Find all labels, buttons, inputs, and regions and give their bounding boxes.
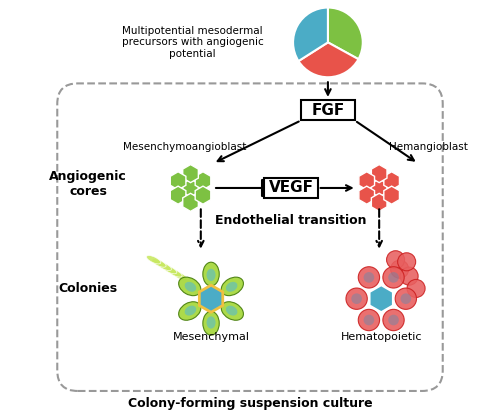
Circle shape <box>383 267 404 288</box>
Polygon shape <box>359 186 374 204</box>
Circle shape <box>395 288 416 309</box>
Wedge shape <box>298 43 358 77</box>
Polygon shape <box>372 164 387 183</box>
Polygon shape <box>195 186 211 204</box>
Wedge shape <box>328 7 363 59</box>
Text: Multipotential mesodermal
precursors with angiogenic
potential: Multipotential mesodermal precursors wit… <box>122 26 264 59</box>
Ellipse shape <box>203 311 219 335</box>
Polygon shape <box>370 285 393 312</box>
Polygon shape <box>170 186 186 204</box>
Text: Endothelial transition: Endothelial transition <box>216 214 367 227</box>
FancyBboxPatch shape <box>302 100 354 120</box>
Wedge shape <box>293 7 328 61</box>
Text: Mesenchymoangioblast: Mesenchymoangioblast <box>122 142 246 152</box>
Circle shape <box>400 267 418 285</box>
Circle shape <box>388 315 399 325</box>
Circle shape <box>358 267 380 288</box>
Circle shape <box>388 272 399 283</box>
Text: Hematopoietic: Hematopoietic <box>340 332 422 342</box>
Circle shape <box>364 272 374 283</box>
Text: Angiogenic
cores: Angiogenic cores <box>49 170 127 198</box>
Polygon shape <box>182 179 198 197</box>
Ellipse shape <box>157 262 172 271</box>
Polygon shape <box>170 172 186 190</box>
Ellipse shape <box>146 256 161 264</box>
FancyBboxPatch shape <box>264 178 318 198</box>
Circle shape <box>407 280 425 297</box>
Polygon shape <box>384 172 400 190</box>
Polygon shape <box>195 172 211 190</box>
Ellipse shape <box>226 306 237 316</box>
Circle shape <box>358 309 380 331</box>
Polygon shape <box>200 285 223 312</box>
Ellipse shape <box>173 272 188 280</box>
Circle shape <box>398 253 415 271</box>
Polygon shape <box>182 193 198 211</box>
Text: FGF: FGF <box>312 102 344 118</box>
Ellipse shape <box>184 282 196 292</box>
Polygon shape <box>384 186 400 204</box>
Ellipse shape <box>203 262 219 286</box>
Polygon shape <box>372 179 387 197</box>
Ellipse shape <box>222 277 244 296</box>
Ellipse shape <box>206 316 216 329</box>
Circle shape <box>364 315 374 325</box>
Circle shape <box>383 309 404 331</box>
Polygon shape <box>359 172 374 190</box>
Polygon shape <box>372 193 387 211</box>
Ellipse shape <box>226 282 237 292</box>
Ellipse shape <box>184 306 196 316</box>
Ellipse shape <box>222 302 244 320</box>
Polygon shape <box>182 164 198 183</box>
Circle shape <box>352 293 362 304</box>
Circle shape <box>346 288 368 309</box>
Text: VEGF: VEGF <box>268 180 314 195</box>
Ellipse shape <box>152 259 166 267</box>
Circle shape <box>400 293 411 304</box>
Text: Hemangioblast: Hemangioblast <box>389 142 468 152</box>
Circle shape <box>390 260 408 278</box>
Circle shape <box>386 251 404 269</box>
Ellipse shape <box>162 266 177 274</box>
Ellipse shape <box>178 277 201 296</box>
Text: Colonies: Colonies <box>58 282 118 295</box>
Ellipse shape <box>168 269 182 277</box>
Text: Mesenchymal: Mesenchymal <box>172 332 250 342</box>
Ellipse shape <box>206 269 216 281</box>
Ellipse shape <box>178 302 201 320</box>
Text: Colony-forming suspension culture: Colony-forming suspension culture <box>128 397 372 410</box>
